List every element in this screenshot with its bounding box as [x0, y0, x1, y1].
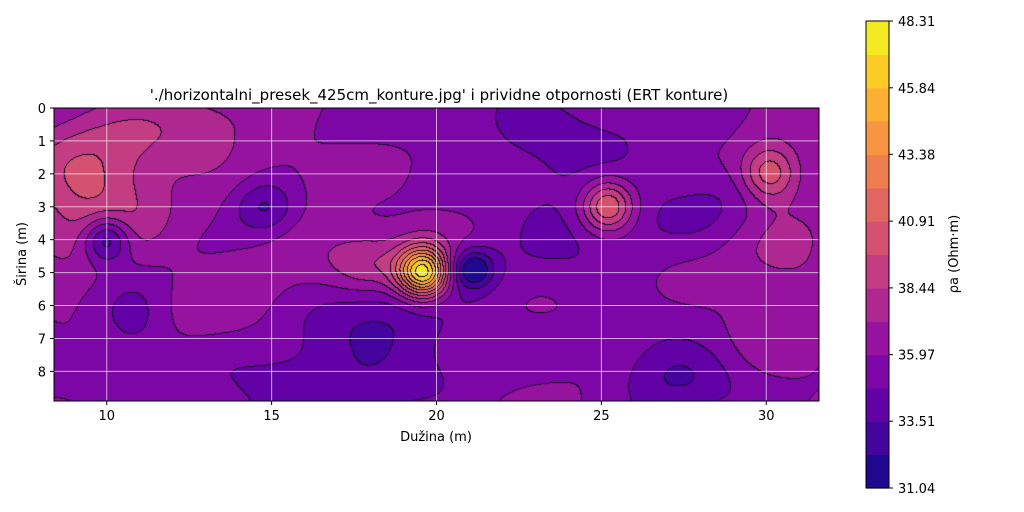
y-tick-label: 0	[38, 102, 46, 117]
colorbar-band	[866, 87, 889, 122]
colorbar-band	[866, 321, 889, 356]
colorbar-tick-label: 48.31	[898, 15, 935, 30]
y-axis-ticks: 0 1 2 3 4 5 6 7 8	[38, 102, 54, 380]
colorbar-band	[866, 54, 889, 89]
x-tick-label: 30	[758, 409, 775, 424]
colorbar-band	[866, 187, 889, 222]
colorbar-band	[866, 21, 889, 55]
colorbar-tick-label: 33.51	[898, 415, 935, 430]
grid-lines	[54, 108, 819, 401]
colorbar-band	[866, 387, 889, 422]
y-tick-label: 7	[38, 332, 46, 347]
colorbar-tick-label: 31.04	[898, 482, 935, 497]
colorbar-band	[866, 254, 889, 289]
colorbar-label: ρa (Ohm·m)	[947, 215, 962, 293]
colorbar-band	[866, 421, 889, 456]
colorbar: 31.04 33.51 35.97 38.44 40.91 43.38 45.84 48.31…	[865, 15, 962, 497]
y-tick-label: 8	[38, 365, 46, 380]
y-tick-label: 2	[38, 168, 46, 183]
chart-title: './horizontalni_presek_425cm_konture.jpg…	[150, 86, 728, 105]
colorbar-band	[866, 121, 889, 156]
colorbar-bands	[866, 21, 889, 489]
colorbar-band	[866, 287, 889, 322]
colorbar-tick-label: 35.97	[898, 349, 935, 364]
y-tick-label: 4	[38, 234, 46, 249]
x-axis-ticks: 10 15 20 25 30	[98, 401, 775, 424]
plot-area	[53, 107, 820, 402]
colorbar-tick-label: 43.38	[898, 148, 935, 163]
colorbar-tick-label: 40.91	[898, 215, 935, 230]
colorbar-band	[866, 354, 889, 389]
x-tick-label: 20	[428, 409, 445, 424]
y-axis-label: Širina (m)	[14, 222, 30, 286]
x-tick-label: 25	[593, 409, 610, 424]
colorbar-tick-label: 38.44	[898, 282, 935, 297]
colorbar-band	[866, 154, 889, 189]
y-tick-label: 6	[38, 300, 46, 315]
x-axis-label: Dužina (m)	[400, 430, 472, 445]
y-tick-label: 3	[38, 201, 46, 216]
colorbar-frame	[865, 20, 890, 489]
x-tick-label: 10	[98, 409, 115, 424]
y-tick-label: 1	[38, 135, 46, 150]
x-tick-label: 15	[263, 409, 280, 424]
y-tick-label: 5	[38, 267, 46, 282]
colorbar-ticks: 31.04 33.51 35.97 38.44 40.91 43.38 45.84 48.31	[889, 15, 935, 497]
colorbar-band	[866, 221, 889, 256]
colorbar-tick-label: 45.84	[898, 82, 935, 97]
colorbar-band	[866, 454, 889, 489]
